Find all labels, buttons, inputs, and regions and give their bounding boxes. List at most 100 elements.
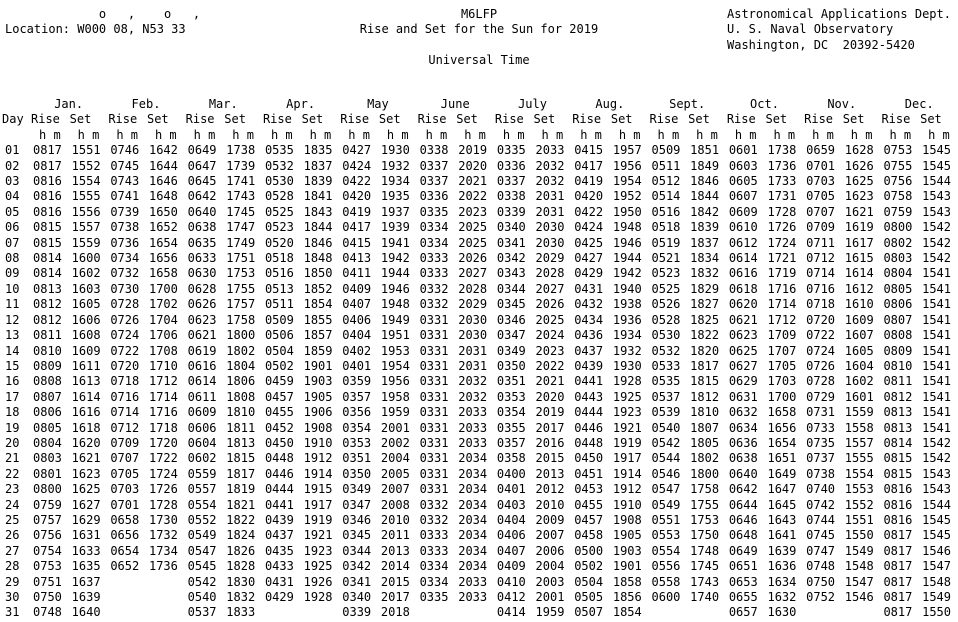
rise-time-cell: 0750	[806, 574, 836, 589]
unit-label: h m	[541, 127, 564, 142]
set-time-cell: 1846	[690, 174, 720, 189]
set-time-cell: 1621	[71, 451, 101, 466]
unit-label: h m	[928, 127, 950, 142]
rise-time-cell: 0816	[883, 512, 913, 527]
rise-time-cell: 0754	[33, 543, 62, 558]
set-time-cell: 2032	[458, 374, 488, 389]
set-time-cell: 1956	[612, 158, 642, 173]
day-number: 11	[5, 297, 20, 312]
set-time-cell: 2020	[458, 158, 488, 173]
table-row: 28 0753 1635 0652 1736 0545 1828 0433 1925 0342 20…	[0, 559, 958, 574]
rise-time-cell: 0332	[419, 297, 449, 312]
rise-time-cell: 0648	[728, 528, 758, 543]
rise-time-cell: 0812	[883, 389, 913, 404]
set-time-cell: 1855	[303, 312, 333, 327]
rise-time-cell: 0712	[110, 420, 140, 435]
set-time-cell: 2034	[458, 559, 488, 574]
rise-time-cell: 0422	[342, 174, 372, 189]
set-time-cell: 1822	[690, 328, 720, 343]
set-time-cell: 1545	[922, 143, 951, 158]
set-time-cell: 1832	[690, 266, 720, 281]
set-time-cell: 1707	[767, 343, 797, 358]
rise-time-cell: 0707	[110, 451, 140, 466]
org-name-line: U. S. Naval Observatory	[727, 22, 894, 37]
rise-time-cell: 0343	[496, 266, 526, 281]
set-time-cell: 2018	[380, 605, 410, 620]
rise-time-cell: 0332	[419, 512, 449, 527]
rise-time-cell: 0743	[110, 174, 140, 189]
set-time-cell: 1854	[303, 297, 333, 312]
set-time-cell: 2013	[380, 543, 410, 558]
set-time-cell: 1741	[226, 174, 256, 189]
set-time-cell: 1552	[844, 497, 874, 512]
rise-time-cell: 0815	[33, 235, 62, 250]
table-row: 27 0754 1633 0654 1734 0547 1826 0435 1923 0344 20…	[0, 544, 958, 559]
set-time-cell: 2022	[458, 189, 488, 204]
table-row: 22 0801 1623 0705 1724 0559 1817 0446 1914 0350 20…	[0, 467, 958, 482]
set-time-cell: 1547	[844, 574, 874, 589]
rise-time-cell: 0448	[264, 451, 294, 466]
rise-time-cell: 0417	[342, 220, 372, 235]
set-time-cell: 2011	[380, 528, 410, 543]
set-time-cell: 2030	[458, 328, 488, 343]
set-time-cell: 1710	[148, 358, 178, 373]
rise-time-cell: 0410	[496, 574, 526, 589]
set-time-cell: 2016	[535, 435, 565, 450]
set-time-cell: 1903	[612, 543, 642, 558]
set-time-cell: 1555	[71, 189, 101, 204]
rise-time-cell: 0350	[496, 358, 526, 373]
rise-time-cell: 0606	[187, 420, 217, 435]
rise-time-cell: 0816	[883, 482, 913, 497]
rise-time-cell: 0802	[883, 235, 913, 250]
rise-time-cell: 0742	[806, 497, 836, 512]
set-time-cell: 2034	[458, 451, 488, 466]
month-header: Feb.	[131, 97, 161, 111]
rise-time-cell: 0556	[651, 559, 681, 574]
set-time-cell: 1851	[690, 143, 720, 158]
set-time-cell: 2031	[458, 343, 488, 358]
rise-time-cell: 0417	[574, 158, 604, 173]
set-time-cell: 1755	[690, 497, 720, 512]
rise-time-cell: 0506	[264, 328, 294, 343]
rise-time-cell: 0607	[728, 189, 758, 204]
set-time-cell: 1601	[844, 389, 874, 404]
rise-time-cell: 0331	[419, 328, 449, 343]
set-time-cell: 1915	[303, 482, 333, 497]
rise-time-cell: 0546	[651, 466, 681, 481]
rise-time-cell: 0331	[419, 405, 449, 420]
set-time-cell: 1714	[767, 297, 797, 312]
set-time-cell: 1703	[767, 374, 797, 389]
set-time-cell: 1946	[612, 235, 642, 250]
set-time-cell: 1543	[922, 189, 951, 204]
set-time-cell: 1728	[767, 204, 797, 219]
set-time-cell: 1841	[303, 189, 333, 204]
rise-time-cell: 0604	[187, 435, 217, 450]
day-number: 27	[5, 543, 20, 558]
set-time-cell: 1948	[380, 297, 410, 312]
set-time-cell: 2026	[458, 251, 488, 266]
day-number: 04	[5, 189, 20, 204]
rise-time-cell: 0358	[496, 451, 526, 466]
rise-time-cell: 0814	[33, 266, 62, 281]
set-time-cell: 1541	[922, 358, 951, 373]
rise-time-cell: 0333	[419, 543, 449, 558]
set-time-cell: 1957	[612, 143, 642, 158]
rise-column-label: Rise	[31, 112, 60, 127]
set-time-cell: 1712	[148, 374, 178, 389]
set-time-cell: 1848	[303, 251, 333, 266]
rise-time-cell: 0342	[342, 559, 372, 574]
set-time-cell: 1849	[690, 158, 720, 173]
set-time-cell: 1647	[767, 482, 797, 497]
set-time-cell: 1606	[71, 312, 101, 327]
set-time-cell: 1654	[767, 435, 797, 450]
set-time-cell: 1806	[226, 374, 256, 389]
rise-time-cell: 0450	[574, 451, 604, 466]
station-id: M6LFP	[460, 7, 498, 21]
rise-time-cell: 0755	[883, 158, 913, 173]
set-time-cell: 1822	[226, 512, 256, 527]
rise-time-cell: 0525	[264, 204, 294, 219]
rise-time-cell: 0350	[342, 466, 372, 481]
set-time-cell: 1944	[380, 266, 410, 281]
rise-time-cell: 0333	[419, 528, 449, 543]
rise-time-cell: 0815	[883, 451, 913, 466]
